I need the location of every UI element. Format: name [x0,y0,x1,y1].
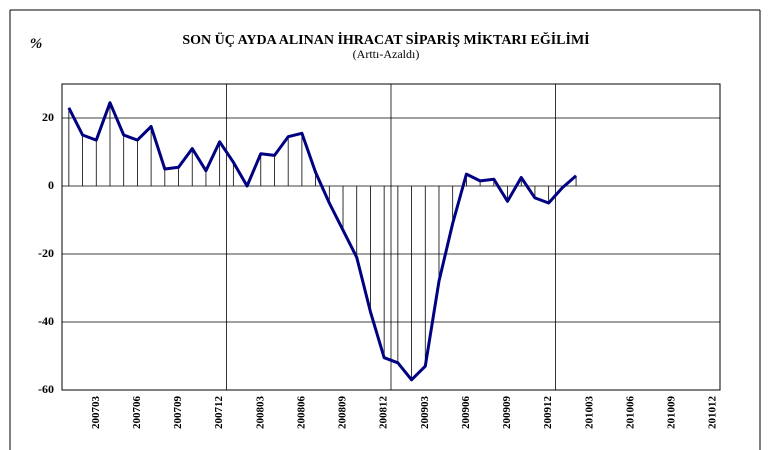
y-tick-label: -40 [38,314,54,328]
x-tick-label: 200703 [90,396,102,430]
x-tick-label: 200809 [337,396,349,430]
x-tick-label: 200912 [542,396,554,430]
x-tick-label: 201012 [707,396,719,430]
data-line [67,101,578,382]
y-tick-label: -20 [38,246,54,260]
chart-subtitle: (Arttı-Azaldı) [353,47,420,61]
y-axis-label: % [30,36,43,52]
x-tick-label: 200906 [460,396,472,430]
x-tick-label: 200806 [295,396,307,430]
x-tick-label: 200706 [131,396,143,430]
x-tick-label: 201003 [583,396,595,430]
chart-title: SON ÜÇ AYDA ALINAN İHRACAT SİPARİŞ MİKTA… [182,31,589,48]
x-tick-label: 200709 [172,396,184,430]
y-tick-label: 0 [48,178,54,192]
x-tick-label: 200812 [378,396,390,430]
x-tick-label: 200712 [213,396,225,430]
y-tick-label: -60 [38,382,54,396]
x-tick-label: 201006 [624,396,636,430]
x-tick-label: 200803 [254,396,266,430]
x-tick-label: 201009 [666,396,678,430]
x-tick-label: 200903 [419,396,431,430]
y-tick-label: 20 [42,110,54,124]
x-tick-label: 200909 [501,396,513,430]
